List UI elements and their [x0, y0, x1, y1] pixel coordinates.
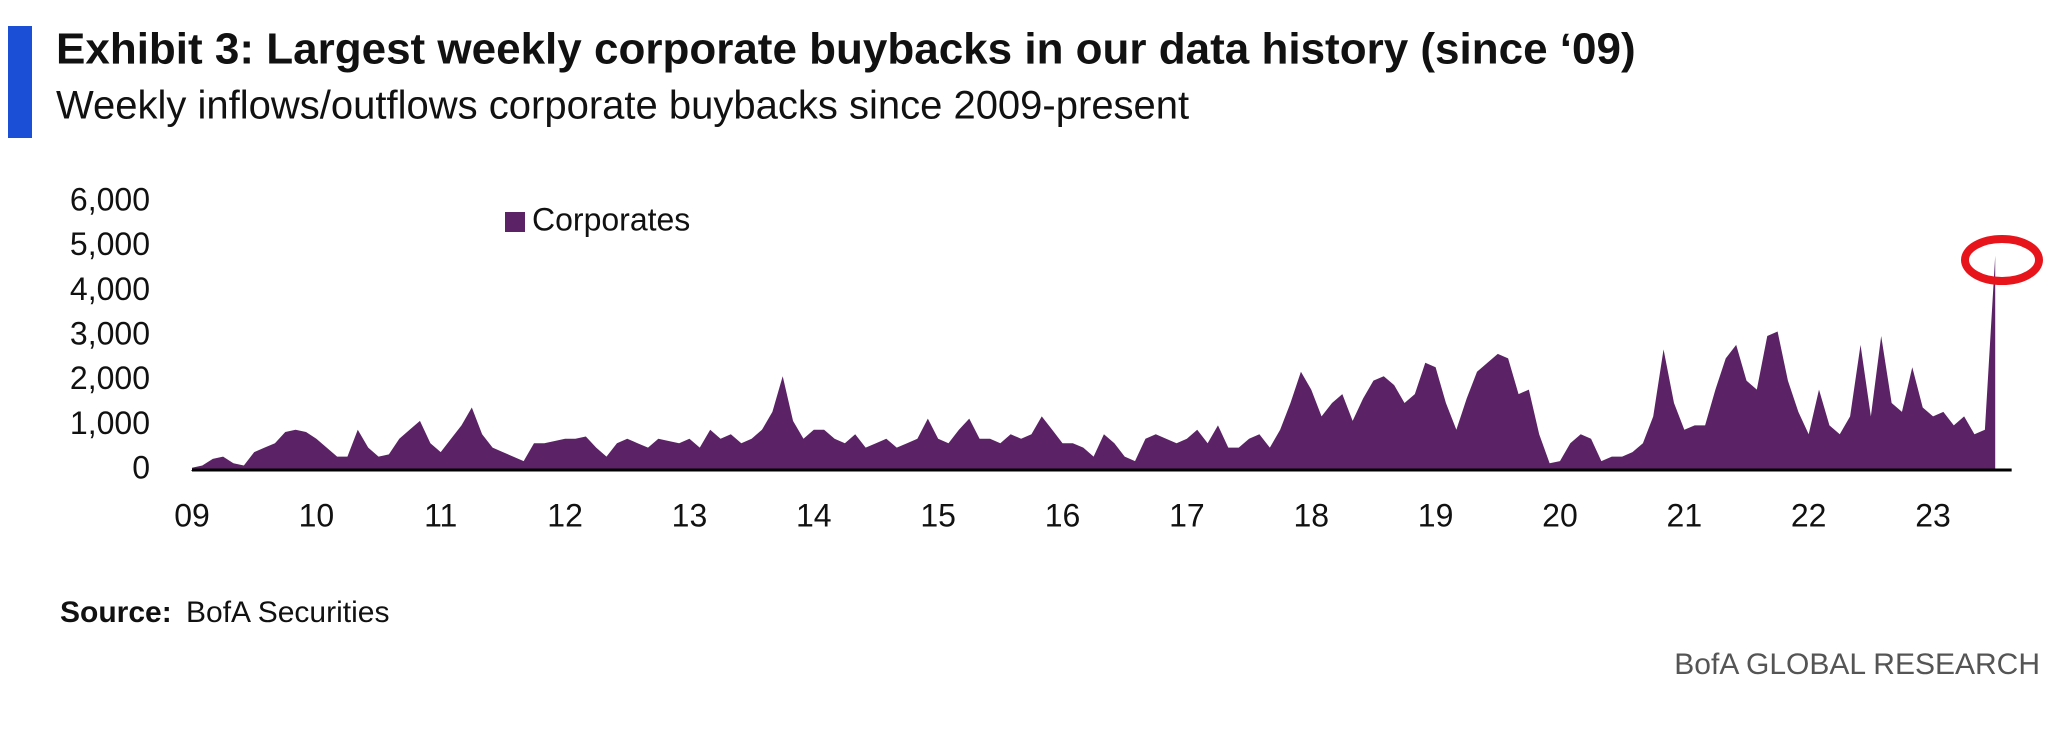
x-tick-label: 18 — [1293, 497, 1329, 533]
highlight-circle — [1961, 235, 2043, 285]
x-tick-label: 16 — [1045, 497, 1081, 533]
x-tick-label: 11 — [424, 497, 457, 533]
y-tick-label: 4,000 — [70, 271, 150, 307]
accent-bar — [8, 26, 32, 138]
x-tick-label: 14 — [796, 497, 832, 533]
y-tick-label: 1,000 — [70, 405, 150, 441]
y-tick-label: 6,000 — [70, 181, 150, 217]
legend-swatch — [505, 212, 525, 232]
x-tick-label: 20 — [1542, 497, 1578, 533]
x-tick-label: 22 — [1791, 497, 1827, 533]
chart-title: Exhibit 3: Largest weekly corporate buyb… — [56, 25, 1636, 74]
x-tick-label: 13 — [672, 497, 708, 533]
y-tick-label: 0 — [132, 449, 150, 485]
source-text: BofA Securities — [186, 596, 389, 629]
x-tick-label: 23 — [1915, 497, 1951, 533]
source-label: Source: — [60, 596, 172, 629]
legend-label: Corporates — [532, 201, 690, 237]
x-tick-label: 17 — [1169, 497, 1205, 533]
brand: BofA GLOBAL RESEARCH — [1674, 648, 2040, 681]
y-tick-label: 5,000 — [70, 226, 150, 262]
x-tick-label: 09 — [174, 497, 210, 533]
area — [192, 255, 1996, 470]
y-tick-label: 2,000 — [70, 360, 150, 396]
x-tick-label: 21 — [1667, 497, 1703, 533]
chart-subtitle: Weekly inflows/outflows corporate buybac… — [56, 84, 1189, 128]
y-tick-label: 3,000 — [70, 315, 150, 351]
x-tick-label: 15 — [920, 497, 956, 533]
x-tick-label: 19 — [1418, 497, 1454, 533]
x-tick-label: 10 — [299, 497, 335, 533]
x-tick-label: 12 — [547, 497, 583, 533]
